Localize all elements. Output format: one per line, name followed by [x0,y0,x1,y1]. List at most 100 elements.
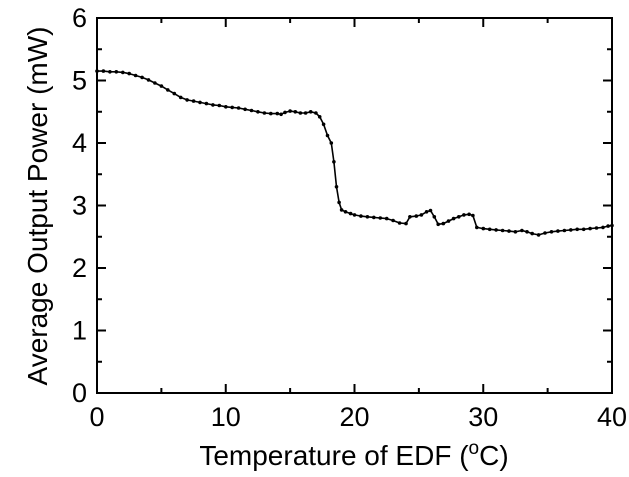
data-point [481,226,486,231]
y-tick-label: 3 [72,191,87,221]
data-point [352,213,357,217]
data-point [556,229,560,233]
data-point [408,215,412,219]
y-tick-label: 4 [72,128,87,158]
data-point [428,208,433,213]
y-tick-label: 5 [72,66,87,96]
data-point [178,95,183,100]
data-point [441,221,446,226]
data-point [185,98,189,102]
data-point [467,212,471,217]
data-point [562,228,567,233]
data-point [166,88,170,92]
data-point [475,225,479,230]
data-point [211,103,215,107]
data-point [159,84,164,88]
data-point [230,105,234,110]
data-point [414,214,419,218]
data-point [384,216,389,221]
data-point [372,215,376,220]
y-tick-labels: 0 1 2 3 4 5 6 [72,3,87,408]
x-axis-title-prefix: Temperature of EDF ( [199,440,469,471]
data-point [140,75,144,80]
data-point [549,230,554,234]
data-point [451,216,456,221]
data-point [121,70,125,75]
data-point [462,213,466,217]
x-tick-label: 30 [468,402,498,432]
data-point [217,103,222,108]
data-point [397,221,402,225]
data-point [236,106,241,110]
data-point [337,200,341,205]
data-point [321,122,326,127]
data-point [610,223,614,228]
data-point [275,111,280,116]
data-point [101,69,106,73]
data-point [348,211,353,216]
data-point [536,233,541,237]
data-point [359,214,363,218]
data-point [339,208,344,212]
data-point [530,231,534,236]
data-point [581,227,586,232]
data-point [308,110,313,114]
data-point [243,107,247,112]
data-point [507,229,511,233]
data-point [146,78,151,82]
data-point [457,215,461,219]
data-point [487,227,492,232]
data-point [543,231,547,235]
data-point [298,111,303,115]
x-axis-title-superscript: o [469,438,480,459]
data-point [325,133,330,138]
data-point [317,115,322,119]
data-point [575,227,579,232]
data-point [588,226,592,231]
y-axis-title: Average Output Power (mW) [22,27,53,386]
data-point [513,230,518,234]
data-point [520,228,524,233]
x-tick-label: 20 [339,402,369,432]
data-point [303,111,308,115]
data-point [424,210,429,214]
x-tick-labels: 0 10 20 30 40 [89,402,627,432]
x-axis-title: Temperature of EDF (oC) [199,438,508,471]
y-tick-label: 0 [72,378,87,408]
data-point [198,100,202,105]
data-point [95,69,99,73]
data-point [224,105,228,109]
data-point [262,111,267,115]
data-point [432,215,437,219]
data-point [127,71,131,76]
data-point [191,99,196,103]
data-point [153,81,157,85]
data-point [446,219,451,223]
axis-ticks [96,17,613,394]
x-tick-label: 40 [597,402,627,432]
y-tick-label: 1 [72,316,87,346]
data-point [204,101,209,106]
data-point [365,215,370,219]
y-tick-label: 2 [72,253,87,283]
plot-frame [96,17,613,394]
data-point [269,111,273,116]
data-point [133,73,138,78]
data-point [314,111,318,115]
data-point [172,91,177,96]
data-point [601,225,605,230]
data-point [343,210,348,214]
data-point [494,228,498,232]
data-point [108,70,112,74]
data-point [378,216,383,220]
data-point [404,221,408,226]
data-point [569,228,573,232]
data-point [249,108,254,113]
data-point [500,228,505,233]
x-tick-label: 0 [89,402,104,432]
y-tick-label: 6 [72,3,87,33]
data-point [283,110,287,115]
data-point [606,224,610,228]
data-point [471,213,475,218]
